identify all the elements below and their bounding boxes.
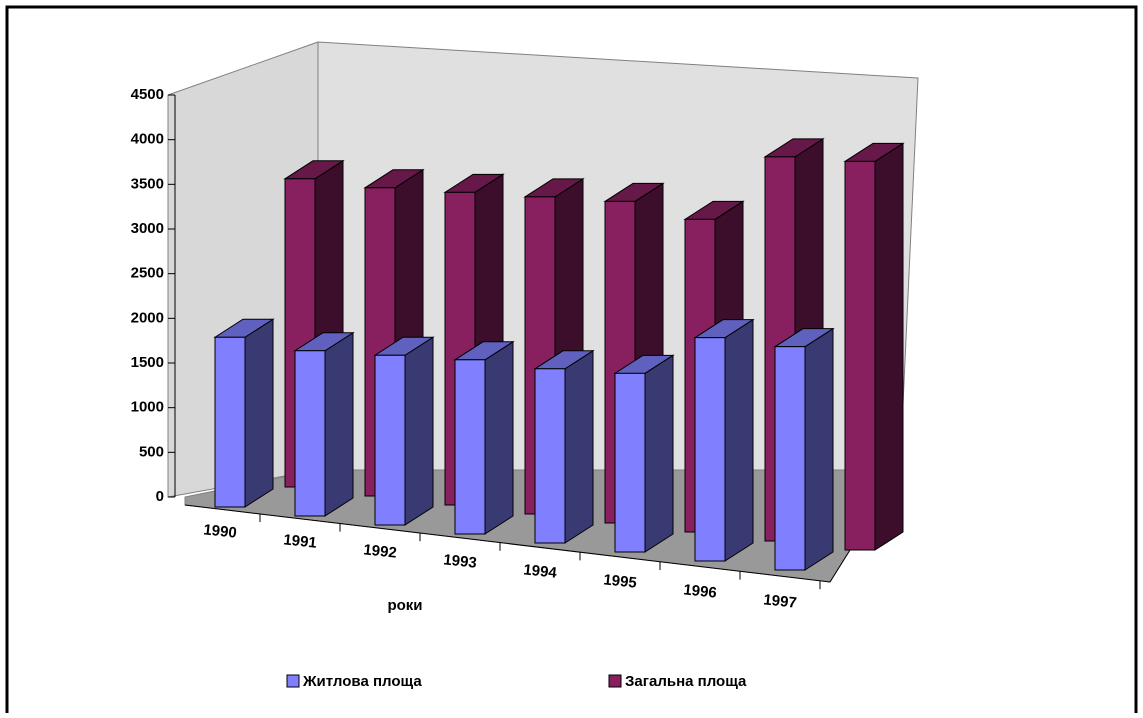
x-tick-label: 1993 xyxy=(443,551,478,571)
y-tick-label: 4000 xyxy=(131,131,164,148)
bar xyxy=(843,142,905,551)
bar xyxy=(293,331,355,517)
legend-label: Житлова площа xyxy=(302,673,422,690)
y-tick-label: 3000 xyxy=(131,220,164,237)
bar-front xyxy=(454,359,486,535)
x-axis-title: роки xyxy=(387,597,422,614)
y-tick-label: 4500 xyxy=(131,86,164,103)
y-tick-label: 0 xyxy=(156,488,164,505)
x-tick-label: 1992 xyxy=(363,541,398,561)
bar xyxy=(693,318,755,562)
legend-label: Загальна площа xyxy=(625,673,747,690)
y-tick-label: 3500 xyxy=(131,175,164,192)
bar-front xyxy=(534,368,566,544)
bar-side xyxy=(804,327,834,571)
y-tick-label: 500 xyxy=(139,443,164,460)
y-tick-label: 2500 xyxy=(131,265,164,282)
bar xyxy=(373,336,435,526)
bar-side xyxy=(644,354,674,553)
legend: Житлова площа Загальна площа xyxy=(286,673,747,690)
bar-side xyxy=(244,318,274,508)
bar-front xyxy=(844,160,876,551)
bar-front xyxy=(614,372,646,553)
x-tick-label: 1996 xyxy=(683,581,718,601)
bar-front xyxy=(774,346,806,571)
bar-front xyxy=(694,337,726,562)
bar-side xyxy=(724,318,754,562)
y-tick-label: 1500 xyxy=(131,354,164,371)
x-tick-label: 1990 xyxy=(203,521,238,541)
bars xyxy=(213,137,905,571)
bar-front xyxy=(214,336,246,508)
bar-side xyxy=(874,142,904,551)
bar-side xyxy=(324,331,354,517)
y-tick-label: 1000 xyxy=(131,399,164,416)
legend-swatch xyxy=(286,674,300,688)
bar xyxy=(533,349,595,544)
x-tick-label: 1995 xyxy=(603,571,638,591)
bar xyxy=(613,354,675,553)
x-tick-label: 1997 xyxy=(763,591,798,611)
bar-front xyxy=(294,350,326,517)
bar-side xyxy=(404,336,434,526)
bar xyxy=(773,327,835,571)
bar xyxy=(213,318,275,508)
bar-side xyxy=(564,349,594,544)
x-tick-label: 1991 xyxy=(283,531,318,551)
x-tick-label: 1994 xyxy=(523,561,559,581)
y-tick-label: 2000 xyxy=(131,309,164,326)
legend-swatch xyxy=(608,674,622,688)
bar xyxy=(453,340,515,535)
bar-side xyxy=(484,340,514,535)
bar-front xyxy=(374,354,406,526)
